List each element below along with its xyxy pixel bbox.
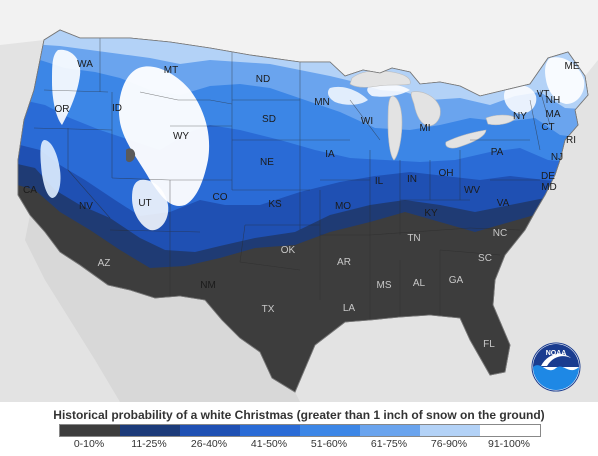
legend-swatch [420, 425, 480, 436]
legend: Historical probability of a white Christ… [0, 402, 598, 456]
state-label-il: IL [375, 176, 384, 187]
state-label-ia: IA [325, 149, 335, 160]
state-labels: WA OR CA ID NV MT WY UT AZ CO NM ND SD NE KS OK TX MN IA MO… [23, 59, 580, 350]
legend-title: Historical probability of a white Christ… [53, 408, 545, 422]
state-label-mo: MO [335, 201, 351, 212]
legend-label: 91-100% [487, 438, 531, 450]
legend-swatch [240, 425, 300, 436]
zone-91-100-sierra [40, 140, 61, 198]
legend-swatch [120, 425, 180, 436]
state-label-oh: OH [439, 168, 454, 179]
legend-label: 61-75% [370, 438, 408, 450]
state-label-ut: UT [138, 198, 151, 209]
lake-erie [445, 129, 487, 149]
zone-91-100-maine [545, 57, 585, 104]
state-label-ga: GA [449, 275, 464, 286]
zone-91-100-cascades [52, 49, 81, 126]
lake-ontario [485, 114, 517, 126]
zone-91-100-great-lakes [327, 86, 368, 105]
state-label-ms: MS [377, 280, 392, 291]
great-salt-lake [126, 148, 136, 163]
mexico-land [25, 215, 300, 402]
lake-huron [410, 91, 441, 127]
state-label-ks: KS [268, 199, 282, 210]
state-label-nm: NM [200, 280, 216, 291]
state-label-ct: CT [541, 122, 554, 133]
state-label-sd: SD [262, 114, 276, 125]
state-label-sc: SC [478, 253, 492, 264]
lake-michigan [387, 95, 403, 161]
state-label-co: CO [213, 192, 228, 203]
state-label-nd: ND [256, 74, 270, 85]
legend-label: 51-60% [310, 438, 348, 450]
state-borders [33, 38, 551, 320]
state-label-wi: WI [361, 116, 373, 127]
state-label-ne: NE [260, 157, 274, 168]
state-label-ca: CA [23, 185, 37, 196]
legend-color-bar [59, 424, 541, 437]
noaa-logo: NOAA [531, 342, 581, 392]
zone-91-100-utah [132, 179, 169, 231]
state-label-tx: TX [262, 304, 275, 315]
state-label-wv: WV [464, 185, 480, 196]
state-label-ma: MA [546, 109, 561, 120]
legend-swatch [360, 425, 420, 436]
state-label-la: LA [343, 303, 356, 314]
state-label-ny: NY [513, 111, 527, 122]
state-label-tn: TN [407, 233, 420, 244]
legend-swatch [60, 425, 120, 436]
state-label-wa: WA [77, 59, 93, 70]
state-label-or: OR [55, 104, 70, 115]
zone-91-100-upper-mi [367, 83, 410, 97]
state-label-va: VA [497, 198, 510, 209]
state-label-ri: RI [566, 135, 576, 146]
legend-label: 0-10% [73, 438, 105, 450]
state-label-ok: OK [281, 245, 296, 256]
state-label-mt: MT [164, 65, 178, 76]
state-label-nv: NV [79, 201, 93, 212]
state-label-al: AL [413, 278, 426, 289]
state-label-in: IN [407, 174, 417, 185]
state-label-mn: MN [314, 97, 330, 108]
state-label-nc: NC [493, 228, 507, 239]
state-label-wy: WY [173, 131, 189, 142]
legend-labels: 0-10% 11-25% 26-40% 41-50% 51-60% 61-75% 76-90… [59, 438, 539, 452]
state-label-az: AZ [98, 258, 111, 269]
state-label-id: ID [112, 103, 122, 114]
legend-label: 41-50% [250, 438, 288, 450]
legend-label: 26-40% [190, 438, 228, 450]
state-label-de: DE [541, 171, 555, 182]
state-label-md: MD [541, 182, 557, 193]
state-label-fl: FL [483, 339, 495, 350]
state-label-ar: AR [337, 257, 351, 268]
state-label-vt: VT [537, 89, 550, 100]
noaa-logo-text: NOAA [546, 350, 567, 357]
legend-label: 76-90% [430, 438, 468, 450]
state-label-nj: NJ [551, 152, 563, 163]
zone-91-100-rockies [118, 66, 210, 206]
state-label-nh: NH [546, 95, 560, 106]
zone-91-100-adirondack [504, 85, 537, 114]
canada-land [0, 0, 598, 96]
legend-label: 11-25% [131, 438, 167, 450]
legend-swatch [480, 425, 540, 436]
legend-swatch [180, 425, 240, 436]
state-label-pa: PA [491, 147, 504, 158]
state-label-ky: KY [424, 208, 438, 219]
legend-swatch [300, 425, 360, 436]
state-label-mi: MI [419, 123, 430, 134]
us-snow-probability-map: WA OR CA ID NV MT WY UT AZ CO NM ND SD NE KS OK TX MN IA MO… [0, 0, 598, 402]
state-label-me: ME [565, 61, 580, 72]
